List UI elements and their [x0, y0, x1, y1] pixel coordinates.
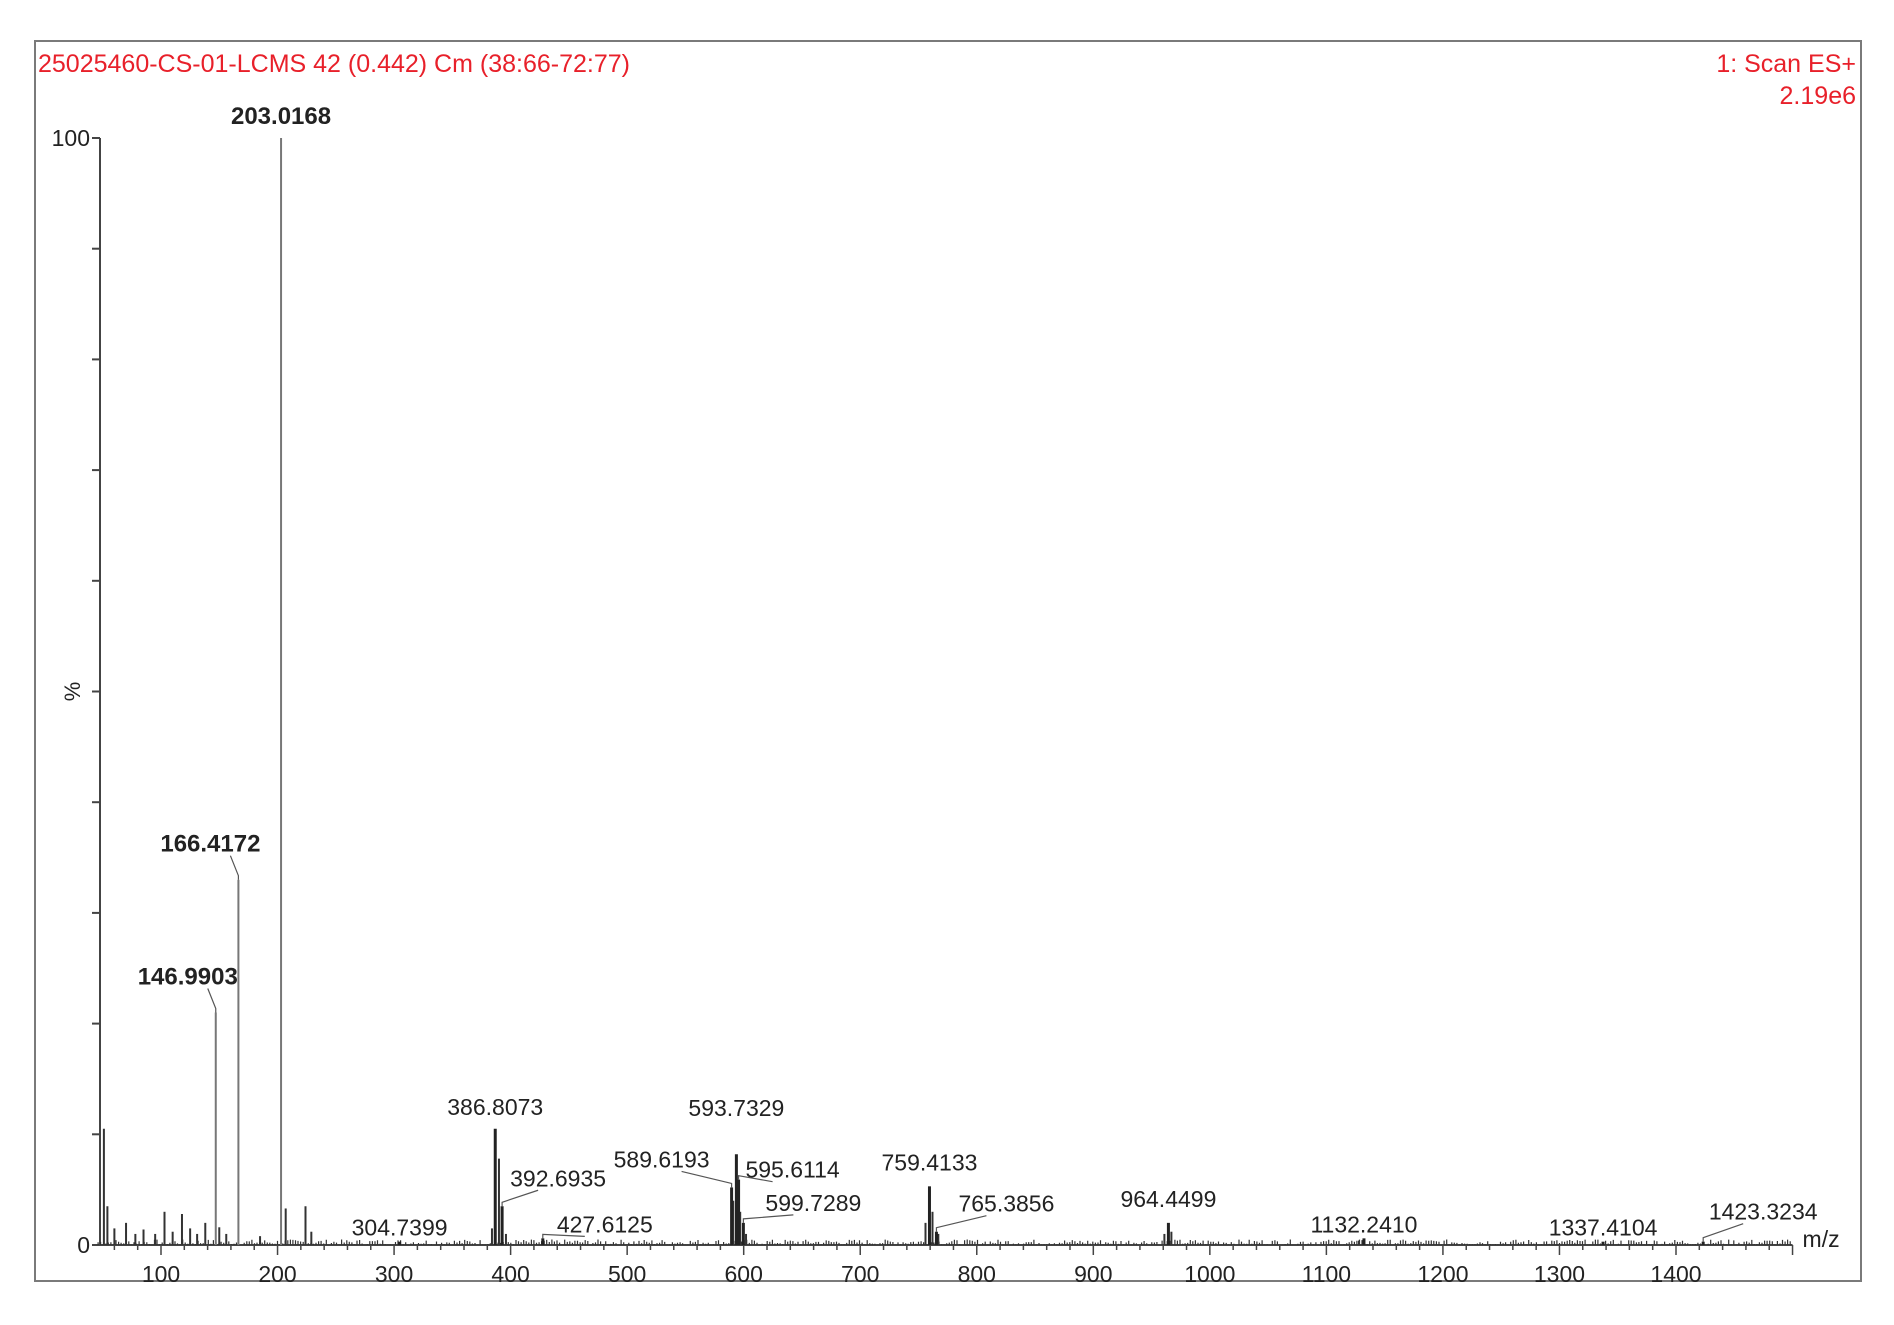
- peak-label: 593.7329: [688, 1095, 784, 1121]
- x-tick-label: 1400: [1650, 1261, 1701, 1287]
- peak-label: 765.3856: [958, 1191, 1054, 1217]
- x-tick-label: 1300: [1534, 1261, 1585, 1287]
- peak-label-leader: [542, 1233, 585, 1239]
- peak-label: 964.4499: [1120, 1186, 1216, 1212]
- y-axis-label: %: [60, 682, 85, 702]
- peak-label: 386.8073: [447, 1094, 543, 1120]
- x-tick-label: 100: [142, 1261, 180, 1287]
- peak-label-leader: [207, 988, 217, 1013]
- x-tick-label: 200: [258, 1261, 296, 1287]
- x-axis-label: m/z: [1803, 1226, 1840, 1252]
- peak-label: 599.7289: [765, 1190, 861, 1216]
- peak-label: 166.4172: [160, 831, 260, 858]
- peak-label: 304.7399: [352, 1215, 448, 1241]
- x-tick-label: 700: [841, 1261, 879, 1287]
- peak-label-leader: [501, 1189, 539, 1207]
- peak-label-leader: [742, 1214, 794, 1223]
- x-tick-label: 1200: [1417, 1261, 1468, 1287]
- peak-label: 595.6114: [745, 1157, 839, 1183]
- peak-label: 1423.3234: [1709, 1199, 1818, 1225]
- peak-label: 759.4133: [882, 1149, 978, 1175]
- peak-label: 1337.4104: [1549, 1215, 1658, 1241]
- y-tick-label-max: 100: [52, 125, 90, 151]
- spectrum-title: 25025460-CS-01-LCMS 42 (0.442) Cm (38:66…: [38, 50, 630, 78]
- peak-label-leader: [681, 1170, 733, 1188]
- peak-label: 392.6935: [510, 1165, 606, 1191]
- x-tick-label: 600: [725, 1261, 763, 1287]
- x-tick-label: 500: [608, 1261, 646, 1287]
- x-tick-label: 1000: [1184, 1261, 1235, 1287]
- x-tick-label: 1100: [1302, 1261, 1351, 1287]
- x-tick-label: 300: [375, 1261, 413, 1287]
- plot-frame: [34, 40, 1862, 1282]
- x-tick-label: 400: [491, 1261, 529, 1287]
- base-intensity-label: 2.19e6: [1779, 82, 1856, 110]
- peak-label: 589.6193: [614, 1146, 710, 1172]
- peak-label: 203.0168: [231, 103, 331, 130]
- scan-mode-label: 1: Scan ES+: [1716, 50, 1856, 78]
- x-tick-label: 800: [958, 1261, 996, 1287]
- peak-label: 146.9903: [138, 964, 238, 991]
- peak-label: 1132.2410: [1310, 1211, 1417, 1237]
- peak-label: 427.6125: [557, 1211, 653, 1237]
- peak-label-leader: [935, 1215, 987, 1232]
- peak-label-leader: [229, 855, 240, 880]
- y-tick-label-min: 0: [77, 1232, 90, 1258]
- peak-label-leader: [1702, 1223, 1744, 1242]
- x-tick-label: 900: [1074, 1261, 1112, 1287]
- peak-label-leader: [737, 1174, 773, 1183]
